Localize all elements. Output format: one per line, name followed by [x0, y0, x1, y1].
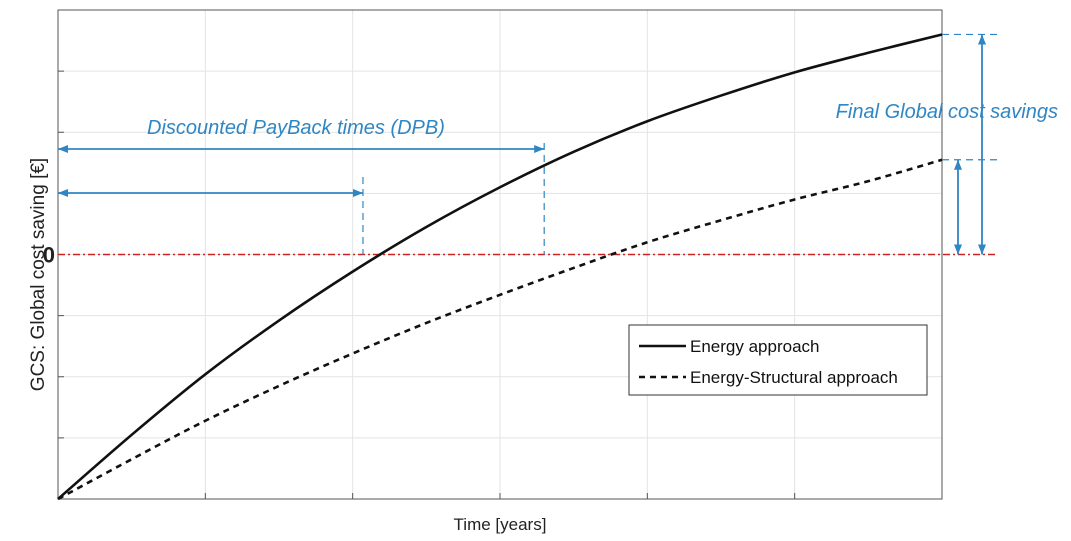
legend: Energy approach Energy-Structural approa…	[628, 324, 928, 396]
final-arrow-energy-head-bottom	[978, 244, 986, 255]
annotations	[58, 33, 998, 255]
dpb-arrow-energy-structural-head-left	[58, 145, 68, 153]
y-axis-label: GCS: Global cost saving [€]	[28, 158, 49, 391]
annotation-dpb: Discounted PayBack times (DPB)	[147, 117, 445, 139]
series-line-energy	[57, 33, 943, 500]
dpb-arrow-energy-structural-head-right	[534, 145, 545, 153]
legend-box	[628, 324, 928, 396]
final-arrow-energy-structural-head-bottom	[954, 244, 962, 255]
dpb-arrow-energy-head-right	[352, 189, 363, 197]
dpb-arrow-energy-head-left	[58, 189, 68, 197]
legend-label-energy-structural: Energy-Structural approach	[690, 368, 898, 387]
series-line-energy-structural	[57, 158, 943, 501]
x-axis-label: Time [years]	[454, 515, 547, 534]
final-arrow-energy-head-top	[978, 34, 986, 45]
zero-tick-label: 0	[43, 243, 55, 268]
series	[57, 33, 943, 501]
final-arrow-energy-structural-head-top	[954, 159, 962, 170]
annotation-final-savings: Final Global cost savings	[836, 101, 1058, 123]
legend-label-energy: Energy approach	[690, 337, 819, 356]
